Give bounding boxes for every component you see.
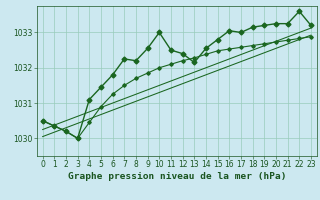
X-axis label: Graphe pression niveau de la mer (hPa): Graphe pression niveau de la mer (hPa) [68, 172, 286, 181]
